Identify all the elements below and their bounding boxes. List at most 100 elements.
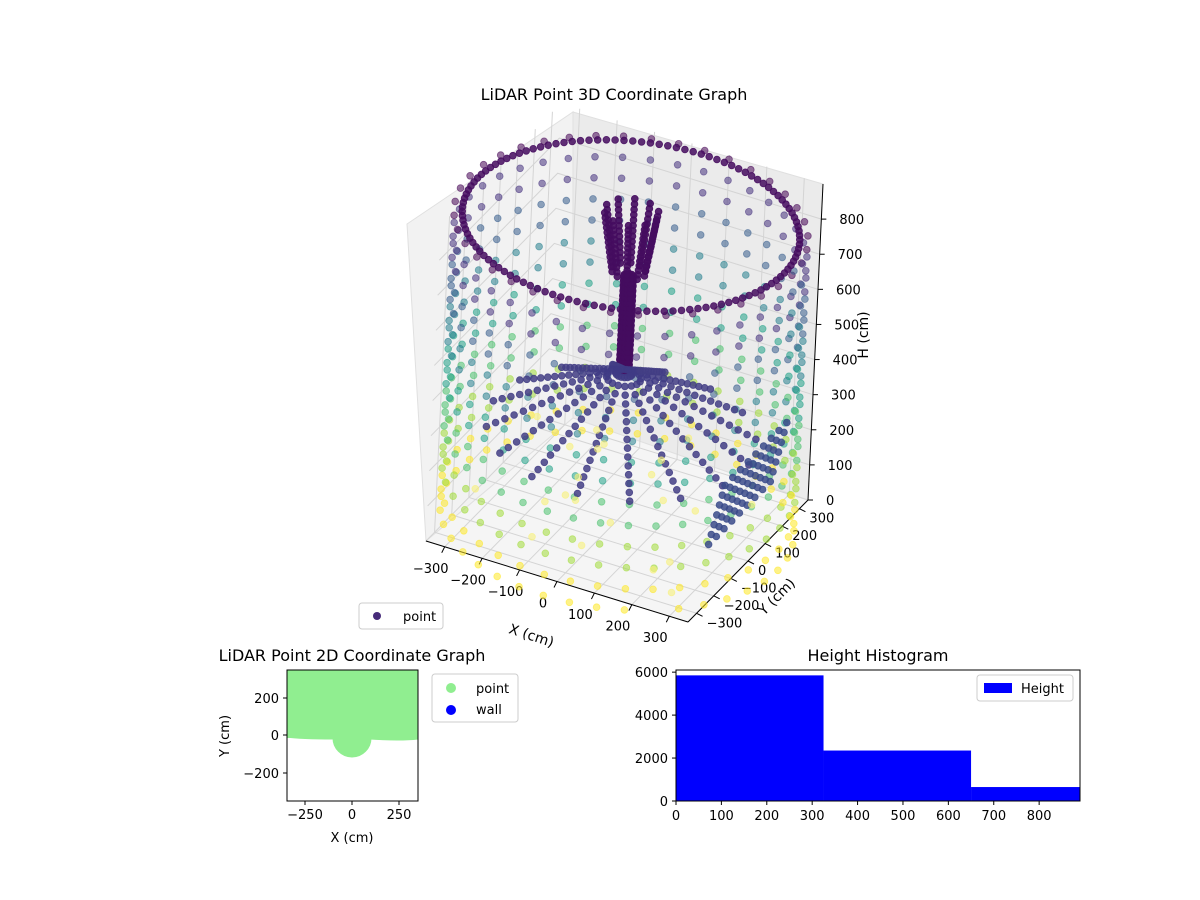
point-marker: [586, 373, 594, 382]
point-marker: [690, 357, 699, 366]
point-marker: [543, 507, 552, 516]
point-marker: [745, 186, 754, 195]
point-marker: [794, 442, 802, 451]
tick-label-y2d: −200: [243, 767, 279, 782]
point-marker: [791, 477, 800, 486]
point-marker: [565, 429, 573, 438]
point-marker: [774, 448, 783, 456]
point-marker: [790, 526, 798, 535]
point-marker: [593, 445, 602, 453]
point-marker: [625, 497, 634, 506]
point-marker: [488, 319, 497, 328]
point-marker: [480, 251, 488, 260]
tick-label-y3d: 300: [809, 512, 834, 527]
point-marker: [507, 354, 515, 362]
point-marker: [774, 566, 782, 575]
point-marker: [761, 261, 770, 270]
point-marker: [678, 520, 687, 529]
point-marker: [565, 442, 574, 451]
point-marker: [506, 271, 515, 280]
point-marker: [451, 267, 460, 276]
point-marker: [445, 316, 453, 325]
point-marker: [444, 345, 453, 353]
point-marker: [793, 435, 802, 444]
tick-label-x2d: 250: [387, 808, 412, 823]
point-marker: [495, 530, 504, 539]
point-marker: [617, 174, 626, 183]
gridline-z: [433, 242, 817, 366]
point-marker: [476, 518, 485, 527]
point-marker: [609, 343, 618, 351]
point-marker: [779, 232, 787, 241]
point-marker: [751, 418, 760, 427]
point-marker: [771, 345, 780, 354]
point-marker: [721, 239, 729, 248]
point-marker: [696, 231, 705, 239]
point-marker: [758, 485, 767, 494]
point-marker: [577, 375, 585, 384]
point-marker: [660, 353, 668, 362]
point-marker: [681, 457, 690, 466]
point-marker: [753, 376, 762, 385]
point-marker: [722, 402, 731, 411]
point-marker: [521, 456, 529, 465]
point-marker: [452, 429, 460, 437]
point-marker: [450, 218, 459, 227]
tick-label-y3d: 0: [758, 564, 766, 579]
point-marker: [599, 455, 608, 464]
point-marker: [789, 449, 798, 458]
point-marker: [524, 388, 533, 397]
point-marker: [769, 187, 778, 196]
point-marker: [519, 407, 528, 416]
point-marker: [574, 473, 582, 482]
point-marker: [669, 245, 678, 253]
point-marker: [772, 324, 781, 333]
point-marker: [712, 532, 721, 541]
point-marker: [467, 413, 476, 422]
point-marker: [743, 587, 752, 595]
tick-y3d: [696, 612, 703, 617]
point-marker: [667, 382, 675, 391]
point-marker: [622, 409, 630, 417]
point-marker: [801, 266, 810, 275]
point-marker: [684, 434, 693, 443]
point-marker: [550, 359, 559, 368]
point-marker: [469, 316, 478, 325]
point-marker: [606, 518, 615, 527]
point-marker: [642, 416, 651, 425]
point-marker: [632, 353, 641, 361]
point-marker: [753, 175, 762, 184]
point-marker: [726, 531, 734, 540]
point-marker: [727, 517, 736, 525]
point-marker: [735, 397, 744, 406]
point-marker: [723, 595, 731, 603]
point-marker: [796, 302, 805, 310]
point-marker: [712, 348, 720, 356]
tick-x3d: [590, 592, 595, 600]
point-marker: [795, 323, 804, 331]
point-marker: [651, 307, 660, 316]
point-marker: [546, 451, 555, 459]
point-marker: [515, 390, 524, 399]
point-marker: [720, 260, 728, 269]
point-marker: [723, 197, 731, 206]
point-marker: [510, 411, 518, 419]
point-marker: [539, 158, 547, 167]
point-marker: [768, 408, 777, 417]
point-marker: [444, 337, 452, 346]
point-marker: [756, 367, 765, 375]
point-marker: [535, 242, 543, 251]
legend-3d-marker: [373, 612, 381, 620]
point-marker: [747, 500, 756, 509]
point-marker: [496, 449, 504, 457]
point-marker: [564, 154, 573, 163]
point-marker: [618, 153, 627, 162]
point-marker: [534, 465, 542, 474]
point-marker: [501, 414, 509, 423]
point-marker: [477, 497, 486, 506]
point-marker: [775, 316, 783, 325]
point-marker: [610, 321, 619, 330]
point-marker: [681, 145, 689, 154]
point-marker: [526, 281, 535, 290]
point-marker: [766, 477, 775, 486]
